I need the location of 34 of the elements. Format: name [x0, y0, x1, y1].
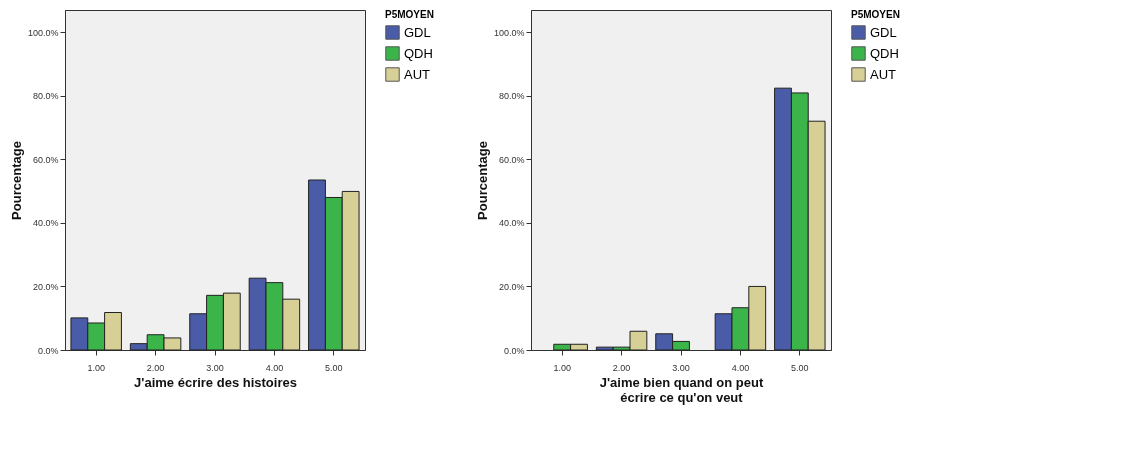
legend-label: QDH — [404, 45, 433, 61]
x-tick-label: 5.00 — [791, 362, 809, 373]
legend-label: GDL — [870, 24, 897, 40]
x-tick-label: 1.00 — [87, 362, 105, 373]
y-tick-label: 80.0% — [498, 91, 525, 102]
x-tick-label: 3.00 — [206, 362, 224, 373]
y-tick-label: 0.0% — [37, 345, 59, 356]
legend-label: GDL — [404, 24, 431, 40]
x-tick-label: 4.00 — [265, 362, 284, 373]
y-tick-label: 40.0% — [32, 218, 59, 229]
x-axis-title: J'aime écrire des histoires — [134, 374, 297, 390]
x-tick-label: 3.00 — [672, 362, 690, 373]
legend-label: AUT — [870, 66, 897, 82]
x-tick-label: 2.00 — [146, 362, 165, 373]
y-tick-label: 40.0% — [498, 218, 525, 229]
x-tick-label: 5.00 — [325, 362, 343, 373]
y-tick-label: 100.0% — [27, 27, 59, 38]
x-tick-label: 1.00 — [553, 362, 571, 373]
y-axis-title: Pourcentage — [474, 141, 490, 220]
y-tick-label: 20.0% — [32, 281, 59, 292]
legend-title: P5MOYEN — [385, 9, 434, 20]
y-tick-label: 20.0% — [498, 281, 525, 292]
y-tick-label: 60.0% — [498, 154, 525, 165]
legend-label: QDH — [870, 45, 899, 61]
y-tick-label: 0.0% — [503, 345, 525, 356]
x-tick-label: 4.00 — [731, 362, 750, 373]
legend-title: P5MOYEN — [851, 9, 900, 20]
y-tick-label: 100.0% — [493, 27, 525, 38]
legend-label: AUT — [404, 66, 431, 82]
x-axis-title: J'aime bien quand on peut écrire ce qu'on veut — [599, 374, 764, 405]
y-tick-label: 60.0% — [32, 154, 59, 165]
x-tick-label: 2.00 — [612, 362, 631, 373]
y-axis-title: Pourcentage — [8, 141, 24, 220]
y-tick-label: 80.0% — [32, 91, 59, 102]
